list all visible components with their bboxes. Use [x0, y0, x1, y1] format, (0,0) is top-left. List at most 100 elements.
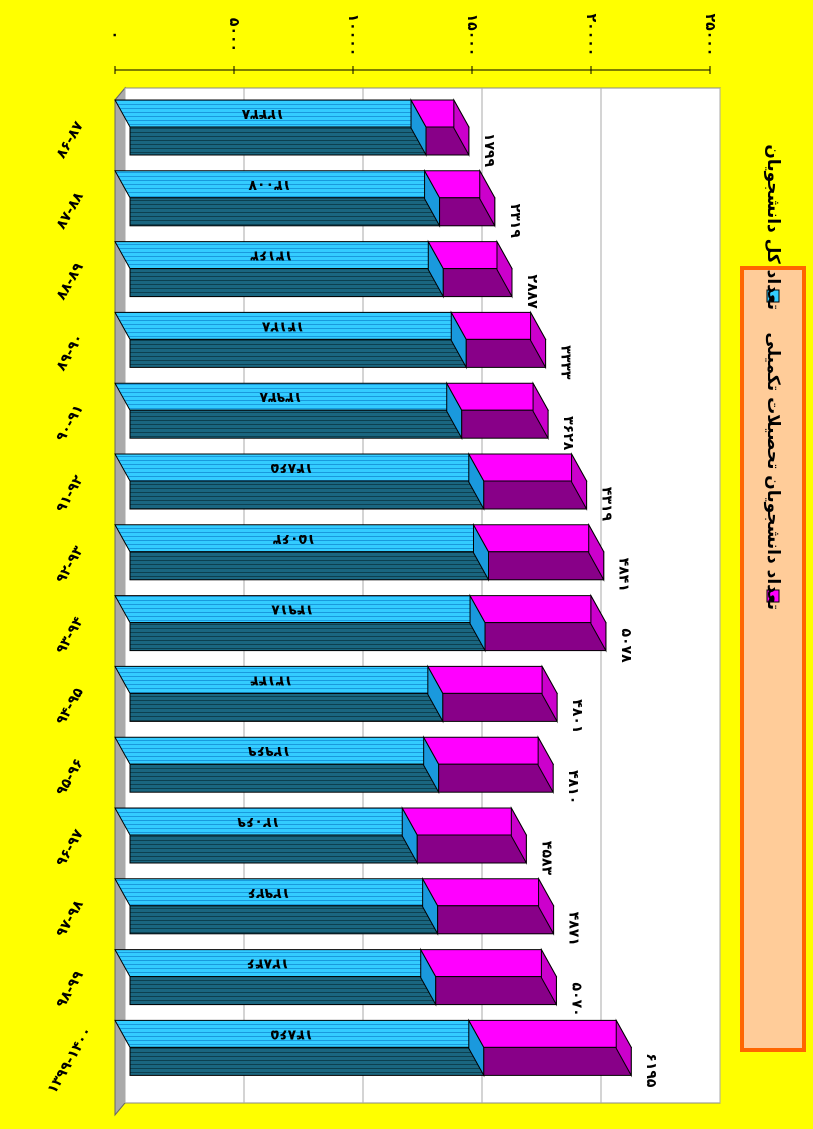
y-tick-label: ۸۹-۹۰: [53, 331, 87, 374]
bar-segment: [467, 452, 588, 511]
y-tick-label: ۹۰-۹۱: [53, 402, 87, 445]
bar-segment: [445, 381, 549, 441]
bar: [438, 763, 554, 793]
x-tick-label: ۱۵۰۰۰: [464, 14, 480, 57]
value-label: ۴۸۴۱: [616, 558, 632, 592]
value-label: ۱۳۱۴۴: [250, 672, 293, 688]
bar-segment: [114, 98, 427, 157]
y-tick-label: ۹۲-۹۳: [53, 543, 87, 586]
value-label: ۱۳۰۰۷: [248, 177, 291, 193]
bar-segment: [114, 947, 437, 1007]
bar: [129, 976, 437, 1006]
value-label: ۱۴۸۶۵: [270, 1026, 313, 1042]
bar: [129, 551, 489, 581]
bar: [483, 1046, 632, 1076]
bar-segment: [114, 310, 468, 370]
bar: [129, 126, 427, 156]
bar-segment: [114, 522, 490, 582]
bar-segment: [114, 239, 445, 299]
value-label: ۱۵۰۶۳: [272, 531, 315, 547]
bar-end: [530, 310, 547, 370]
bar-segment: [421, 876, 555, 936]
bar-segment: [114, 806, 419, 865]
y-tick-label: ۸۶-۸۷: [53, 118, 87, 161]
value-label: ۳۶۲۸: [560, 416, 576, 451]
bar: [129, 197, 441, 227]
bar-end: [541, 664, 558, 724]
value-label: ۴۸۷۱: [566, 912, 582, 946]
bar-segment: [410, 98, 470, 157]
bar-top: [467, 1019, 633, 1048]
value-label: ۲۸۸۷: [524, 275, 540, 310]
y-tick-label: ۱۳۹۹-۱۴۰۰: [45, 1024, 96, 1096]
bar-segment: [114, 735, 440, 795]
bar-end: [537, 735, 554, 795]
bar-segment: [427, 239, 513, 299]
value-label: ۱۲۹۲۶: [247, 885, 290, 901]
value-label: ۴۵۸۳: [538, 841, 554, 876]
bar-top: [472, 524, 605, 553]
value-label: ۱۲۴۳۸: [241, 106, 284, 122]
bar: [129, 1046, 485, 1076]
bar-end: [590, 593, 607, 653]
bar-segment: [423, 168, 496, 228]
bar-end: [538, 876, 555, 936]
bar-end: [453, 98, 470, 157]
bar: [129, 692, 444, 722]
value-label: ۱۴۹۱۸: [271, 602, 314, 618]
bar: [129, 622, 486, 652]
bar-segment: [401, 806, 528, 865]
y-tick-label: ۹۱-۹۲: [53, 472, 87, 515]
value-label: ۱۴۱۲۸: [261, 318, 304, 334]
bar: [129, 763, 440, 793]
bar-end: [540, 947, 557, 1007]
value-label: ۶۱۹۵: [643, 1053, 659, 1088]
bar: [442, 692, 558, 722]
bar-top: [426, 665, 558, 694]
bar-segment: [114, 876, 439, 936]
y-tick-label: ۹۵-۹۶: [53, 756, 87, 799]
bar-end: [479, 168, 496, 228]
value-label: ۴۸۰۱: [569, 699, 585, 733]
value-label: ۱۲۸۴۶: [247, 956, 290, 972]
bar: [129, 338, 467, 368]
bar-segment: [114, 593, 486, 653]
value-label: ۴۸۱۰: [565, 770, 581, 804]
bar-end: [615, 1018, 632, 1078]
value-label: ۱۳۹۳۸: [259, 389, 302, 405]
bar-segment: [114, 168, 441, 228]
y-tick-label: ۸۷-۸۸: [53, 189, 87, 232]
bar: [487, 551, 605, 581]
bar-segment: [114, 664, 444, 724]
value-label: ۱۲۰۶۹: [237, 814, 280, 830]
bar-segment: [426, 664, 558, 724]
x-tick-label: ۱۰۰۰۰: [345, 14, 361, 57]
legend-label: تعداد دانشجویان تحصیلات تکمیلی: [763, 332, 783, 610]
y-tick-label: ۹۳-۹۴: [53, 614, 87, 657]
bar-end: [571, 452, 588, 511]
bar: [461, 409, 549, 439]
value-label: ۱۷۹۹: [481, 133, 497, 168]
bar: [129, 268, 444, 298]
bar: [435, 976, 557, 1006]
bar-top: [422, 736, 554, 765]
bar-segment: [450, 310, 547, 370]
bar-segment: [419, 947, 558, 1007]
y-tick-label: ۹۴-۹۵: [53, 685, 87, 728]
y-tick-label: ۹۷-۹۸: [53, 897, 87, 940]
x-tick-label: ۵۰۰۰: [226, 18, 242, 52]
bar: [484, 622, 607, 652]
bar: [129, 834, 418, 864]
value-label: ۱۲۹۶۹: [248, 743, 291, 759]
value-label: ۲۳۱۹: [507, 204, 523, 239]
value-label: ۱۴۸۶۵: [270, 460, 313, 476]
bar-end: [588, 522, 605, 582]
bar-segment: [422, 735, 554, 795]
bar-top: [419, 949, 558, 978]
bar-top: [469, 595, 607, 624]
bar-end: [532, 381, 549, 441]
bar: [129, 905, 439, 935]
bar: [129, 480, 485, 510]
legend-swatch: [766, 289, 780, 303]
